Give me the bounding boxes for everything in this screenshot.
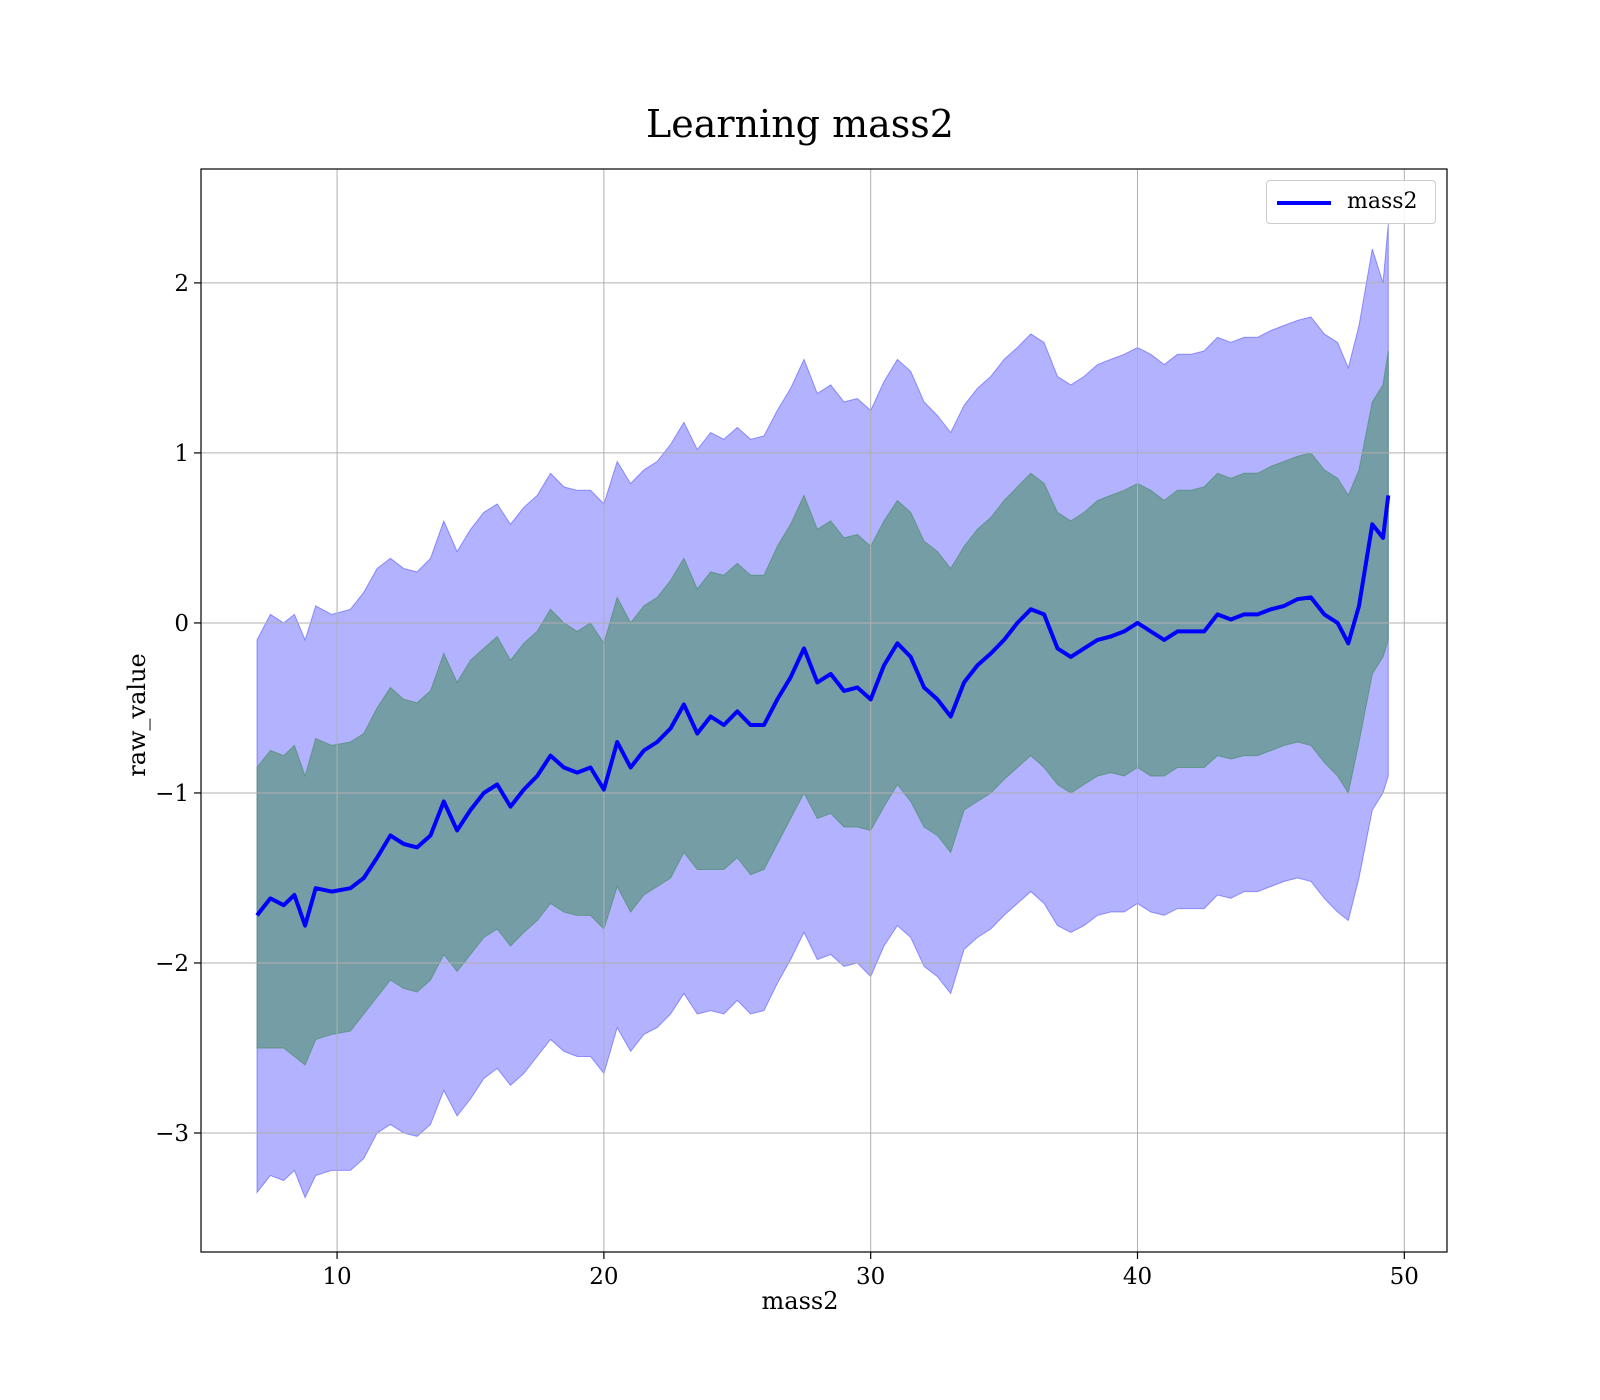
y-tick-label: 2 (174, 271, 189, 297)
y-tick-label: 1 (174, 441, 189, 467)
x-tick-label: 20 (589, 1264, 618, 1290)
mean-line-layer (255, 495, 1391, 928)
inner-band-area (256, 350, 1389, 1066)
x-tick-label: 40 (1123, 1264, 1152, 1290)
legend: mass2 (1266, 180, 1436, 224)
grid-layer (201, 169, 1447, 1252)
axes-frame (200, 168, 1448, 1253)
y-tick-label: 0 (174, 611, 189, 637)
x-tick-label: 10 (322, 1264, 351, 1290)
x-tick-label: 30 (856, 1264, 885, 1290)
legend-swatch-mass2 (1277, 201, 1331, 205)
y-tick-label: −1 (155, 781, 189, 807)
y-tick-label: −2 (155, 951, 189, 977)
legend-label-mass2: mass2 (1347, 189, 1418, 214)
inner-uncertainty-band-layer (256, 350, 1389, 1066)
series-line-mass2 (255, 495, 1391, 928)
x-axis-label: mass2 (761, 1287, 839, 1315)
tick-layer: 10 20 30 40 50 −3 −2 −1 0 1 2 (155, 271, 1419, 1290)
x-tick-label: 50 (1390, 1264, 1419, 1290)
y-axis-label: raw_value (123, 653, 151, 777)
axes-layer (200, 168, 1448, 1253)
y-tick-label: −3 (155, 1121, 189, 1147)
chart-title: Learning mass2 (646, 102, 954, 146)
